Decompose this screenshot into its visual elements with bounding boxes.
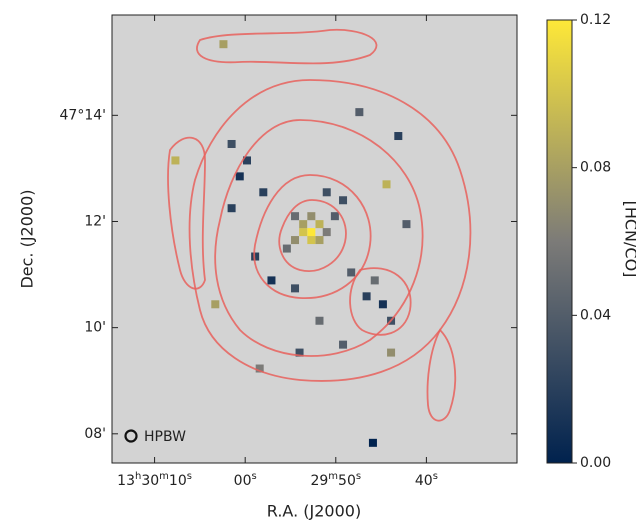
pixel xyxy=(382,180,391,189)
y-tick-label: 08' xyxy=(84,426,106,442)
pixel xyxy=(307,236,316,245)
pixel xyxy=(211,300,220,309)
colorbar-tick-label: 0.04 xyxy=(580,307,611,323)
contour xyxy=(214,119,424,357)
contour xyxy=(253,174,372,299)
pixel xyxy=(339,196,348,205)
contour xyxy=(167,136,206,290)
pixel xyxy=(291,212,300,221)
y-tick-label: 10' xyxy=(84,320,106,336)
pixel xyxy=(235,172,244,181)
plot-frame xyxy=(111,14,518,464)
pixel xyxy=(330,212,339,221)
pixel xyxy=(355,108,364,117)
colorbar-label: [HCN/CO] xyxy=(622,201,636,278)
contour xyxy=(196,28,378,65)
pixel xyxy=(347,268,356,277)
pixel xyxy=(315,316,324,325)
pixel xyxy=(394,132,403,141)
pixel xyxy=(243,156,251,165)
contour xyxy=(349,267,412,336)
pixel xyxy=(370,276,379,285)
x-axis-label: R.A. (J2000) xyxy=(267,502,361,521)
pixel xyxy=(307,228,316,237)
pixel xyxy=(227,139,236,148)
pixel xyxy=(295,348,304,357)
y-axis-label: Dec. (J2000) xyxy=(18,189,37,288)
y-tick-label: 12' xyxy=(84,213,106,229)
pixel xyxy=(315,236,324,245)
pixel xyxy=(339,340,348,349)
pixel xyxy=(307,212,316,221)
contour xyxy=(188,79,472,382)
pixel xyxy=(299,228,308,237)
pixel xyxy=(219,40,228,49)
pixel xyxy=(322,228,331,237)
x-tick-label: 13h30m10s xyxy=(117,471,192,490)
pixel xyxy=(322,188,331,197)
colorbar-tick-label: 0.08 xyxy=(580,160,611,176)
colorbar-tick-label: 0.12 xyxy=(580,12,611,28)
pixel xyxy=(171,156,180,165)
pixel xyxy=(291,236,300,245)
pixel xyxy=(402,220,411,229)
contour xyxy=(426,328,457,422)
beam-marker xyxy=(124,429,138,443)
pixel xyxy=(378,300,387,309)
contours xyxy=(167,28,472,422)
annotation: HPBW xyxy=(144,429,186,445)
pixel xyxy=(267,276,276,285)
y-tick-label: 47°14' xyxy=(60,107,106,123)
pixel xyxy=(259,188,268,197)
pixel xyxy=(255,364,264,373)
pixel xyxy=(251,252,260,261)
x-tick-label: 29m50s xyxy=(310,471,361,490)
x-tick-label: 00s xyxy=(234,471,257,490)
pixel xyxy=(368,438,377,447)
pixel xyxy=(315,220,324,229)
pixel xyxy=(282,244,291,253)
colorbar-tick-label: 0.00 xyxy=(580,455,611,471)
pixel xyxy=(291,284,300,293)
pixel xyxy=(387,348,396,357)
colorbar xyxy=(546,19,573,464)
contour xyxy=(278,199,347,272)
pixel xyxy=(362,292,371,301)
pixel xyxy=(299,220,308,229)
pixel xyxy=(227,204,236,213)
x-tick-label: 40s xyxy=(415,471,438,490)
